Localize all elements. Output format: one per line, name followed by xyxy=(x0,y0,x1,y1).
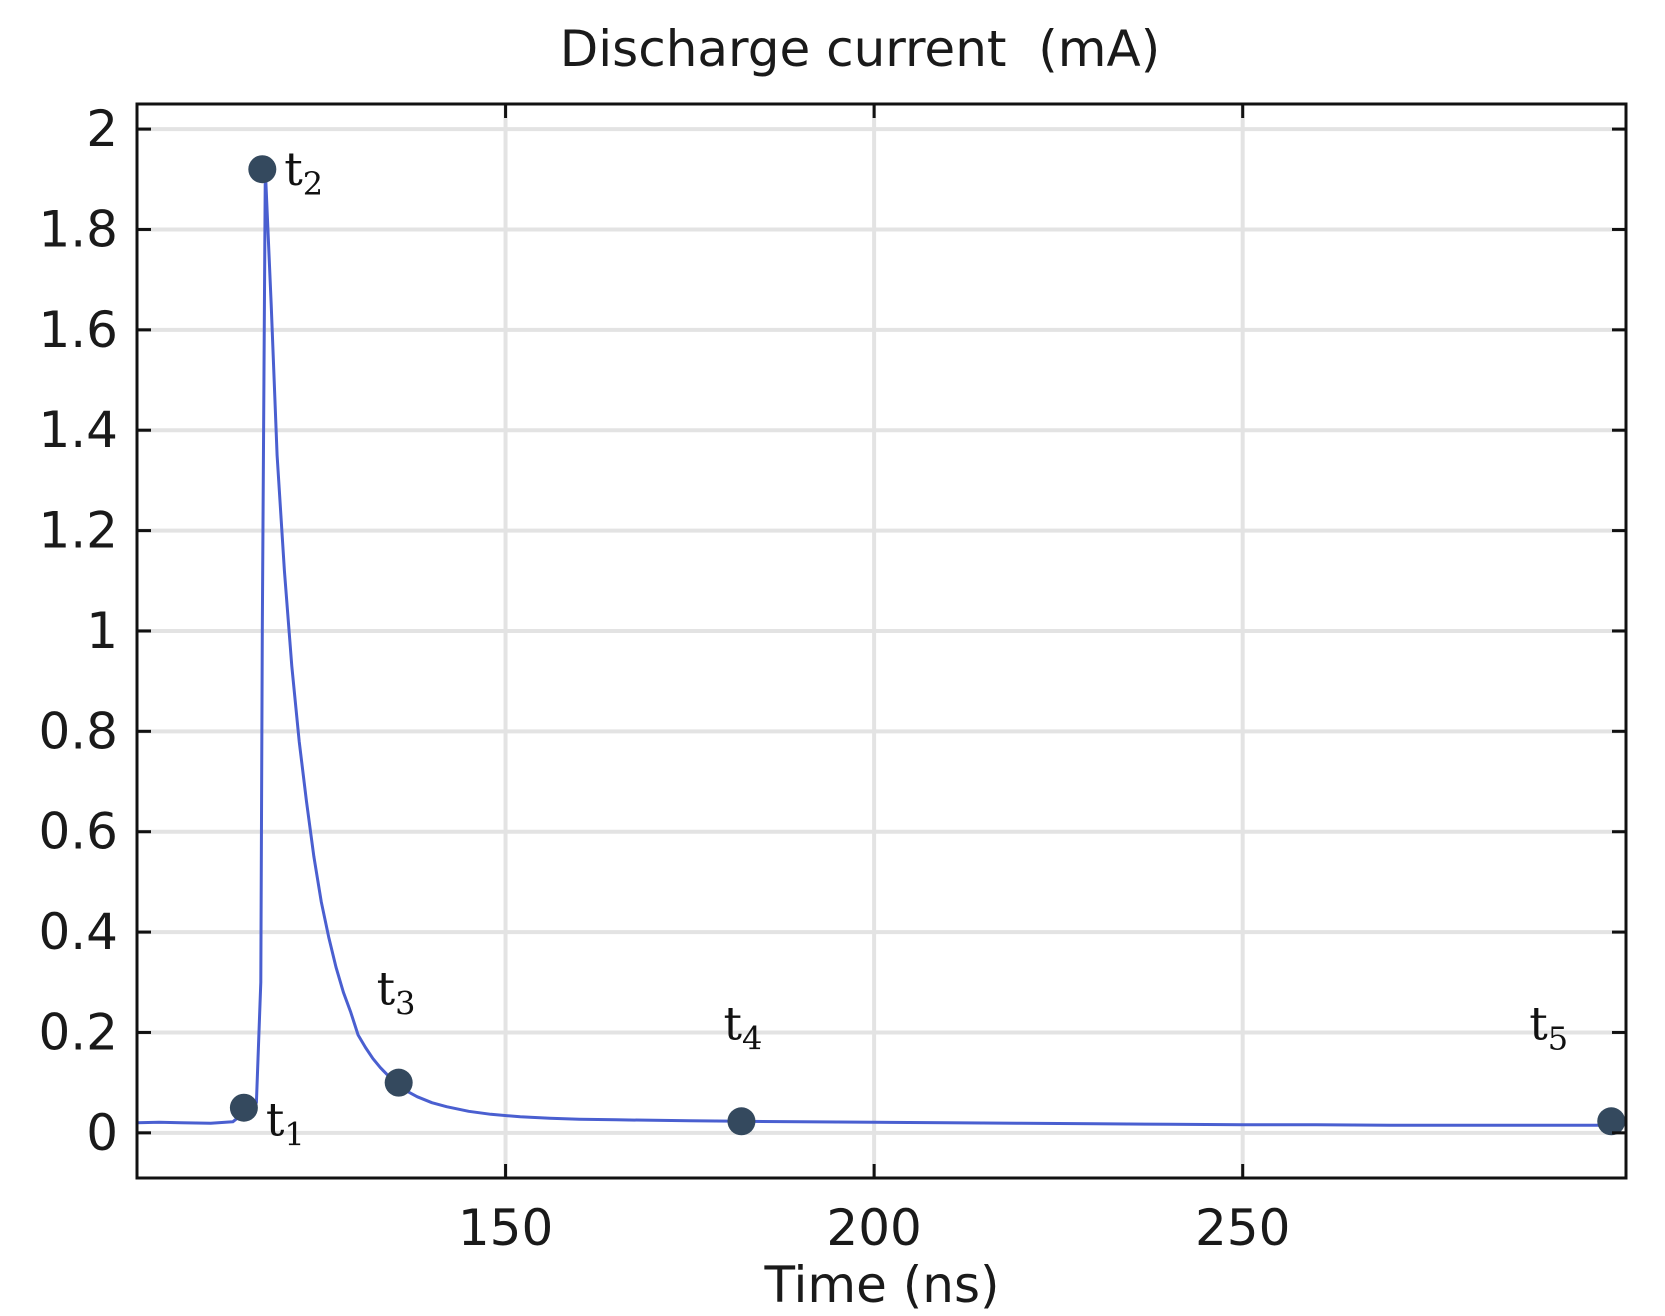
x-tick-label: 150 xyxy=(458,1199,553,1257)
marker-label-main: t xyxy=(266,1093,285,1147)
y-tick-labels: 0 0.2 0.4 0.6 0.8 1 1.2 1.4 1.6 1.8 2 xyxy=(38,100,118,1162)
chart-title: Discharge current (mA) xyxy=(560,20,1160,78)
marker-point-t5 xyxy=(1597,1107,1626,1136)
x-tick-labels: 150 200 250 xyxy=(458,1199,1291,1257)
y-tick-label: 1.2 xyxy=(38,502,118,560)
marker-label-t3: t3 xyxy=(377,962,416,1023)
discharge-current-line xyxy=(136,167,1612,1127)
y-tick-label: 0 xyxy=(86,1104,118,1162)
marker-label-main: t xyxy=(1529,996,1548,1050)
grid-lines xyxy=(137,104,1626,1178)
marker-label-main: t xyxy=(284,142,303,196)
marker-label-subscript: 4 xyxy=(742,1019,762,1057)
y-tick-label: 1.4 xyxy=(38,401,118,459)
marker-label-subscript: 3 xyxy=(395,985,415,1023)
marker-point-t1 xyxy=(229,1093,258,1122)
marker-point-t2 xyxy=(248,155,277,184)
marker-label-main: t xyxy=(377,962,396,1016)
data-series xyxy=(136,167,1612,1127)
y-tick-label: 0.8 xyxy=(38,702,118,760)
marker-label-subscript: 5 xyxy=(1548,1019,1568,1057)
marker-label-t1: t1 xyxy=(266,1093,305,1154)
x-tick-label: 200 xyxy=(826,1199,921,1257)
y-tick-label: 0.4 xyxy=(38,903,118,961)
plot-frame xyxy=(135,102,1628,1180)
x-tick-label: 250 xyxy=(1195,1199,1290,1257)
marker-point-t3 xyxy=(384,1068,413,1097)
marker-label-t4: t4 xyxy=(723,996,762,1057)
marker-label-t5: t5 xyxy=(1529,996,1568,1057)
marker-label-subscript: 2 xyxy=(303,165,323,203)
axis-ticks xyxy=(137,104,1626,1178)
y-tick-label: 0.2 xyxy=(38,1003,118,1061)
x-axis-title: Time (ns) xyxy=(763,1256,999,1314)
marker-point-t4 xyxy=(727,1107,756,1136)
y-tick-label: 2 xyxy=(86,100,118,158)
y-tick-label: 1.8 xyxy=(38,200,118,258)
y-tick-label: 1 xyxy=(86,602,118,660)
marker-label-subscript: 1 xyxy=(284,1116,304,1154)
y-tick-label: 1.6 xyxy=(38,301,118,359)
marker-label-main: t xyxy=(723,996,742,1050)
marker-label-t2: t2 xyxy=(284,142,323,203)
y-tick-label: 0.6 xyxy=(38,803,118,861)
